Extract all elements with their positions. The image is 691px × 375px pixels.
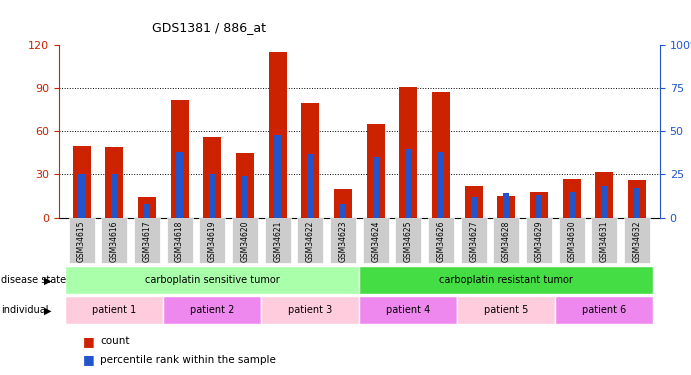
Bar [405, 148, 411, 217]
FancyBboxPatch shape [556, 296, 654, 324]
Bar [536, 195, 542, 217]
Text: GSM34631: GSM34631 [600, 220, 609, 262]
Text: individual: individual [1, 305, 48, 315]
Text: carboplatin sensitive tumor: carboplatin sensitive tumor [145, 275, 280, 285]
Text: GSM34617: GSM34617 [142, 220, 151, 262]
Text: GSM34621: GSM34621 [273, 220, 282, 262]
Text: GDS1381 / 886_at: GDS1381 / 886_at [152, 21, 266, 34]
Text: GSM34616: GSM34616 [110, 220, 119, 262]
FancyBboxPatch shape [457, 296, 556, 324]
Bar [562, 179, 580, 218]
FancyBboxPatch shape [526, 218, 552, 263]
Text: disease state: disease state [1, 275, 66, 285]
Text: patient 5: patient 5 [484, 305, 529, 315]
FancyBboxPatch shape [330, 218, 356, 263]
FancyBboxPatch shape [493, 218, 520, 263]
Bar [498, 196, 515, 217]
FancyBboxPatch shape [68, 218, 95, 263]
Bar [432, 93, 450, 218]
Bar [503, 194, 509, 217]
FancyBboxPatch shape [395, 218, 422, 263]
Bar [236, 153, 254, 218]
Text: GSM34627: GSM34627 [469, 220, 478, 262]
Text: GSM34619: GSM34619 [208, 220, 217, 262]
Bar [209, 174, 216, 217]
Bar [334, 189, 352, 218]
Bar [274, 135, 281, 218]
Text: GSM34625: GSM34625 [404, 220, 413, 262]
Text: GSM34632: GSM34632 [632, 220, 641, 262]
Text: patient 4: patient 4 [386, 305, 430, 315]
Bar [138, 197, 156, 217]
Text: GSM34626: GSM34626 [437, 220, 446, 262]
Bar [111, 174, 117, 217]
FancyBboxPatch shape [134, 218, 160, 263]
FancyBboxPatch shape [428, 218, 454, 263]
FancyBboxPatch shape [65, 296, 163, 324]
FancyBboxPatch shape [232, 218, 258, 263]
Text: ▶: ▶ [44, 275, 52, 285]
FancyBboxPatch shape [65, 266, 359, 294]
FancyBboxPatch shape [265, 218, 291, 263]
Bar [634, 188, 640, 218]
FancyBboxPatch shape [297, 218, 323, 263]
Text: ■: ■ [83, 335, 99, 348]
Text: GSM34615: GSM34615 [77, 220, 86, 262]
Text: GSM34622: GSM34622 [306, 220, 315, 262]
FancyBboxPatch shape [101, 218, 127, 263]
Bar [367, 124, 385, 218]
Text: count: count [100, 336, 130, 346]
Bar [438, 152, 444, 217]
Bar [176, 152, 182, 217]
Text: GSM34618: GSM34618 [175, 220, 184, 262]
Bar [79, 174, 85, 217]
Bar [569, 192, 575, 217]
FancyBboxPatch shape [624, 218, 650, 263]
Bar [171, 100, 189, 218]
FancyBboxPatch shape [163, 296, 261, 324]
FancyBboxPatch shape [359, 266, 654, 294]
Text: GSM34624: GSM34624 [371, 220, 380, 262]
FancyBboxPatch shape [359, 296, 457, 324]
Text: ■: ■ [83, 354, 99, 366]
FancyBboxPatch shape [591, 218, 618, 263]
Text: carboplatin resistant tumor: carboplatin resistant tumor [439, 275, 574, 285]
FancyBboxPatch shape [199, 218, 225, 263]
Bar [301, 102, 319, 218]
Bar [269, 52, 287, 217]
Bar [372, 157, 379, 218]
Bar [530, 192, 548, 217]
Text: GSM34620: GSM34620 [240, 220, 249, 262]
Bar [399, 87, 417, 218]
Text: GSM34628: GSM34628 [502, 220, 511, 262]
Text: GSM34630: GSM34630 [567, 220, 576, 262]
FancyBboxPatch shape [461, 218, 486, 263]
FancyBboxPatch shape [558, 218, 585, 263]
Text: GSM34629: GSM34629 [535, 220, 544, 262]
Text: percentile rank within the sample: percentile rank within the sample [100, 355, 276, 365]
Bar [464, 186, 482, 218]
Text: patient 2: patient 2 [190, 305, 234, 315]
Bar [203, 137, 221, 218]
Text: GSM34623: GSM34623 [339, 220, 348, 262]
Bar [307, 154, 314, 218]
Text: ▶: ▶ [44, 305, 52, 315]
Text: patient 1: patient 1 [92, 305, 136, 315]
Text: patient 3: patient 3 [288, 305, 332, 315]
FancyBboxPatch shape [363, 218, 389, 263]
Text: patient 6: patient 6 [583, 305, 627, 315]
Bar [471, 197, 477, 217]
FancyBboxPatch shape [261, 296, 359, 324]
Bar [144, 204, 150, 218]
Bar [628, 180, 646, 218]
Bar [242, 176, 248, 218]
Bar [596, 171, 614, 217]
FancyBboxPatch shape [167, 218, 193, 263]
Bar [73, 146, 91, 218]
Bar [340, 204, 346, 218]
Bar [601, 186, 607, 218]
Bar [105, 147, 123, 218]
